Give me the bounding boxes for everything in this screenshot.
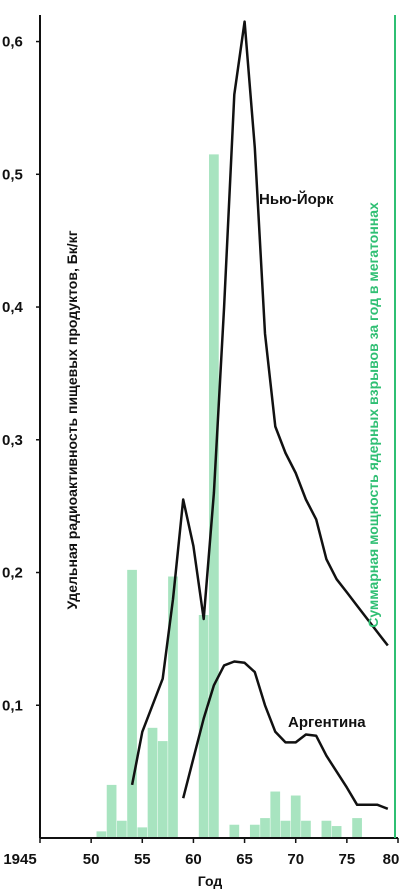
series-label-argentina: Аргентина [288,714,366,731]
x-tick-label-1955: 55 [134,851,151,868]
ticks-layer: 1945 50 55 60 65 70 75 80 0,1 0,2 0,3 0,4 0,5 0,6 [2,34,399,868]
y-tick-label-0.3: 0,3 [2,432,23,449]
y-tick-label-0.5: 0,5 [2,166,23,183]
x-tick-label-1980: 80 [383,851,400,868]
bar-1956 [147,727,158,838]
y2-axis-title: Суммарная мощность ядерных взрывов за го… [365,202,381,628]
bar-1954 [127,569,137,838]
axes-layer [39,15,398,839]
bar-1958 [168,576,178,838]
series-line-new-york [130,20,389,786]
bars-layer [96,154,362,838]
bar-1953 [116,820,127,838]
y-tick-label-0.1: 0,1 [2,697,23,714]
bar-1951 [96,831,107,838]
y-tick-label-0.6: 0,6 [2,34,23,51]
bar-1973 [321,820,332,838]
bar-1968 [270,791,281,838]
bar-1964 [229,824,240,838]
bar-1970 [290,795,301,838]
bar-1971 [301,820,311,838]
series-line-argentina [181,660,389,810]
bar-1957 [157,741,168,838]
y-tick-label-0.4: 0,4 [2,299,24,316]
series-label-new-york: Нью-Йорк [259,190,334,208]
bar-1952 [106,784,117,838]
y-axis-title: Удельная радиоактивность пищевых продукт… [64,230,80,609]
x-tick-label-1950: 50 [83,851,100,868]
x-tick-label-1965: 65 [236,851,253,868]
bar-1976 [352,818,362,838]
y-tick-label-0.2: 0,2 [2,565,23,582]
bar-1955 [137,827,148,838]
bar-1967 [260,818,270,838]
x-tick-label-1960: 60 [185,851,202,868]
bar-1961 [198,614,209,838]
bar-1966 [249,824,260,838]
x-tick-label-1945: 1945 [3,851,36,868]
lines-layer [130,20,389,810]
bar-1969 [280,820,291,838]
x-tick-label-1970: 70 [287,851,304,868]
x-tick-label-1975: 75 [339,851,356,868]
bar-1974 [331,826,342,838]
x-axis-title: Год [198,873,223,889]
